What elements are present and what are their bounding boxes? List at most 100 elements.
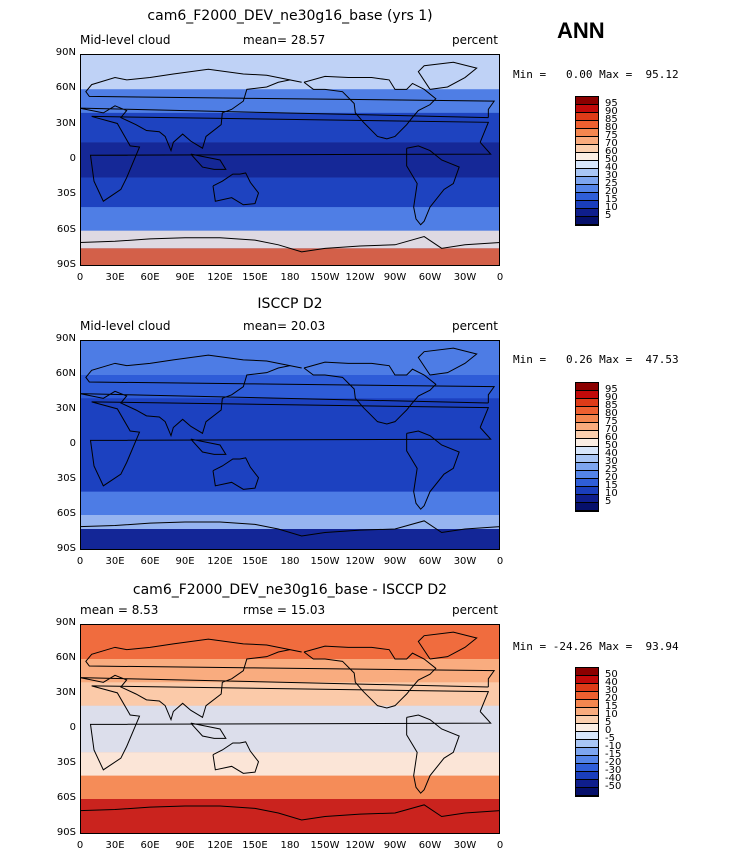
contour-map (80, 54, 500, 266)
lon-tick-label: 60W (418, 556, 442, 567)
lat-tick-label: 30S (56, 188, 76, 200)
colorbar-swatch (576, 764, 598, 772)
colorbar-swatch (576, 129, 598, 137)
contour-band (80, 624, 500, 659)
colorbar-swatch (576, 724, 598, 732)
colorbar-swatch (576, 700, 598, 708)
colorbar-label: 90 (605, 392, 618, 403)
colorbar-label: 95 (605, 98, 618, 109)
lon-tick-label: 30E (105, 556, 125, 567)
colorbar-label: 15 (605, 194, 618, 205)
panel-minmax: Min = -24.26 Max = 93.94 (513, 640, 679, 653)
coastline (417, 347, 478, 376)
lat-tick-label: 60N (55, 652, 76, 663)
colorbar-label: 5 (605, 717, 612, 728)
lon-tick-label: 150W (310, 840, 340, 851)
colorbar-label: 90 (605, 106, 618, 117)
lon-tick-label: 90W (383, 840, 407, 851)
colorbar-swatch (576, 209, 598, 217)
lon-tick-label: 180 (280, 556, 300, 567)
panel-minmax: Min = 0.00 Max = 95.12 (513, 68, 679, 81)
colorbar-swatch (576, 439, 598, 447)
colorbar-swatch (576, 716, 598, 724)
coastline (212, 172, 260, 206)
colorbar-swatch (576, 383, 598, 391)
coastline (303, 645, 437, 709)
contour-map (80, 340, 500, 550)
contour-band (80, 248, 500, 266)
colorbar-swatch (576, 748, 598, 756)
colorbar-label: 5 (605, 210, 612, 221)
colorbar-label: 40 (605, 162, 618, 173)
lon-tick-label: 60E (140, 272, 160, 283)
colorbar-label: 60 (605, 432, 618, 443)
coastline (80, 804, 500, 821)
colorbar-swatch (576, 169, 598, 177)
colorbar-swatch (576, 447, 598, 455)
coastline (80, 638, 496, 722)
colorbar-label: -20 (605, 757, 622, 768)
colorbar-label: -50 (605, 781, 622, 792)
colorbar-label: 25 (605, 178, 618, 189)
colorbar-swatch (576, 740, 598, 748)
panel-title: cam6_F2000_DEV_ne30g16_base (yrs 1) (147, 8, 433, 24)
coastline (89, 685, 492, 771)
colorbar-swatch (576, 772, 598, 780)
lon-tick-label: 30W (453, 272, 477, 283)
contour-band (80, 112, 500, 143)
colorbar-swatch (576, 495, 598, 503)
colorbar-label: 80 (605, 408, 618, 419)
contour-band (80, 142, 500, 178)
colorbar-label: 80 (605, 122, 618, 133)
lat-tick-label: 30N (55, 687, 76, 698)
contour-band (80, 375, 500, 399)
panel-title: ISCCP D2 (257, 296, 323, 312)
colorbar-swatch (576, 423, 598, 431)
lon-tick-label: 150E (242, 272, 268, 283)
lon-tick-label: 0 (496, 556, 504, 567)
colorbar-label: 15 (605, 480, 618, 491)
contour-band (80, 752, 500, 776)
panel-left-label: mean = 8.53 (80, 603, 159, 617)
colorbar-swatch (576, 479, 598, 487)
colorbar-label: 30 (605, 170, 618, 181)
colorbar-swatch (576, 113, 598, 121)
lon-tick-label: 150W (310, 556, 340, 567)
contour-map (80, 624, 500, 834)
lon-tick-label: 90E (175, 556, 195, 567)
contour-band (80, 491, 500, 515)
lon-tick-label: 120E (207, 272, 233, 283)
coastline (303, 361, 437, 425)
lon-tick-label: 60W (418, 840, 442, 851)
colorbar-label: -15 (605, 749, 622, 760)
colorbar-swatch (576, 97, 598, 105)
colorbar-swatch (576, 177, 598, 185)
lon-tick-label: 150E (242, 556, 268, 567)
colorbar-label: 40 (605, 448, 618, 459)
colorbar-swatch (576, 121, 598, 129)
lon-tick-label: 30E (105, 272, 125, 283)
contour-band (80, 659, 500, 683)
lon-tick-label: 90E (175, 840, 195, 851)
colorbar (575, 96, 599, 226)
lon-tick-label: 30W (453, 840, 477, 851)
colorbar-swatch (576, 503, 598, 511)
lon-tick-label: 0 (76, 840, 84, 851)
colorbar-label: 30 (605, 685, 618, 696)
contour-band (80, 177, 500, 208)
colorbar-swatch (576, 407, 598, 415)
colorbar-label: 30 (605, 456, 618, 467)
coastline (80, 354, 496, 438)
panel-units: percent (452, 603, 498, 617)
lat-tick-label: 0 (69, 153, 76, 164)
colorbar-label: -5 (605, 733, 615, 744)
panel-left-label: Mid-level cloud (80, 319, 171, 333)
lat-tick-label: 0 (69, 722, 76, 733)
lat-tick-label: 30S (56, 757, 76, 768)
coastline (190, 153, 227, 170)
colorbar-swatch (576, 684, 598, 692)
colorbar-swatch (576, 487, 598, 495)
coastline (406, 714, 460, 794)
colorbar-swatch (576, 455, 598, 463)
contour-band (80, 398, 500, 492)
